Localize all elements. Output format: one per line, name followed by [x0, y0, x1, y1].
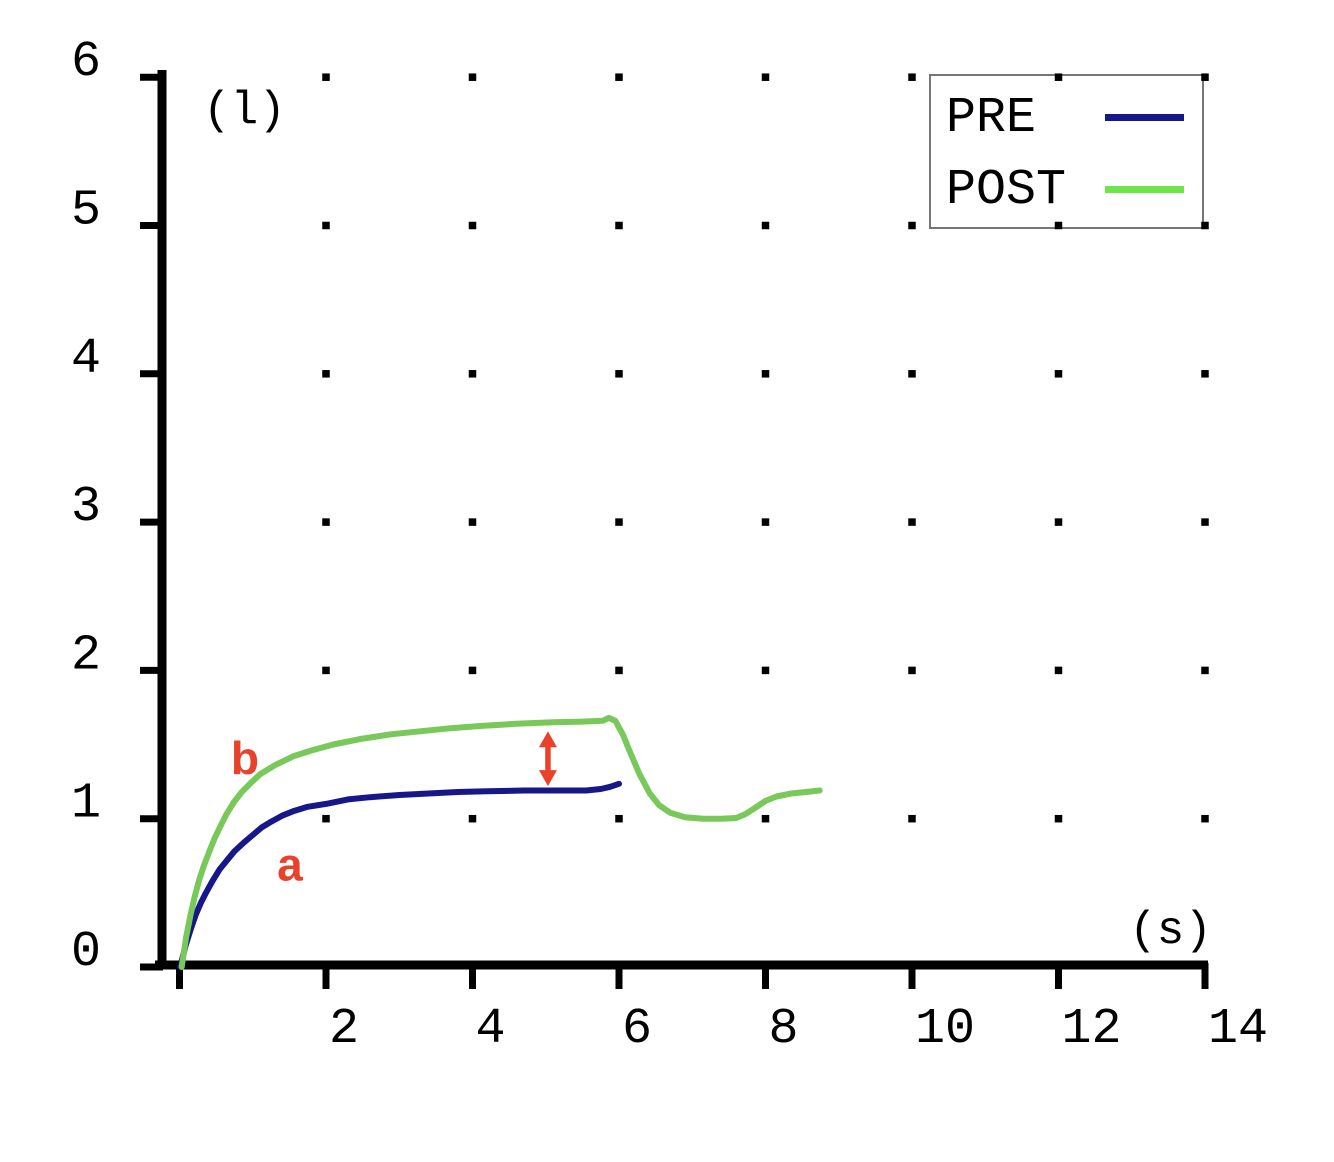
grid-dot — [468, 814, 477, 823]
x-tick-label: 14 — [1208, 1001, 1268, 1058]
grid-dot — [468, 370, 477, 378]
annotation-label-b: b — [231, 732, 259, 784]
grid-dot — [1201, 370, 1209, 378]
grid-dot — [908, 666, 916, 675]
x-tick-label: 6 — [622, 1001, 652, 1058]
grid-dot — [761, 814, 770, 823]
grid-dot — [908, 370, 916, 378]
legend-label-post: POST — [946, 162, 1066, 219]
difference-arrow-head-up — [538, 731, 557, 748]
y-tick-label: 3 — [71, 479, 101, 536]
legend-box — [929, 74, 1204, 229]
x-tick-label: 12 — [1062, 1001, 1122, 1058]
grid-dot — [908, 814, 916, 823]
grid-dot — [1054, 73, 1063, 81]
grid-dot — [1201, 518, 1209, 526]
x-axis-unit-label: (s) — [1129, 905, 1212, 957]
x-tick-label: 2 — [329, 1001, 359, 1058]
grid-dot — [322, 73, 330, 81]
legend-label-pre: PRE — [946, 90, 1036, 147]
y-tick-label: 0 — [71, 924, 101, 981]
grid-dot — [1054, 370, 1063, 378]
y-tick-label: 5 — [71, 183, 101, 240]
grid-dot — [761, 221, 770, 230]
grid-dot — [322, 221, 330, 230]
grid-dot — [615, 73, 623, 81]
x-tick-label: 8 — [769, 1001, 799, 1058]
grid-dot — [615, 518, 623, 526]
grid-dot — [1201, 814, 1209, 823]
grid-dot — [615, 814, 623, 823]
y-tick-label: 4 — [71, 331, 101, 388]
grid-dot — [322, 814, 330, 823]
grid-dot — [322, 666, 330, 675]
grid-dot — [468, 73, 477, 81]
y-axis-unit-label: (l) — [203, 85, 286, 137]
series-line-pre — [177, 780, 622, 970]
grid-dot — [1054, 666, 1063, 675]
grid-dot — [615, 221, 623, 230]
grid-dot — [468, 518, 477, 526]
grid-dot — [908, 73, 916, 81]
grid-dot — [615, 666, 623, 675]
x-tick-label: 4 — [476, 1001, 506, 1058]
grid-dot — [1201, 666, 1209, 675]
grid-dot — [1201, 221, 1209, 230]
x-tick-label: 10 — [915, 1001, 975, 1058]
grid-dot — [1054, 221, 1063, 230]
annotation-label-a: a — [277, 839, 303, 891]
y-tick-label: 2 — [71, 627, 101, 684]
grid-dot — [468, 666, 477, 675]
grid-dot — [1201, 73, 1209, 81]
grid-dot — [468, 221, 477, 230]
grid-dot — [761, 370, 770, 378]
grid-dot — [761, 666, 770, 675]
grid-dot — [1054, 518, 1063, 526]
difference-arrow-head-down — [538, 770, 557, 787]
grid-dot — [908, 518, 916, 526]
series-line-post — [178, 714, 823, 970]
grid-dot — [761, 73, 770, 81]
grid-dot — [1054, 814, 1063, 823]
grid-dot — [761, 518, 770, 526]
grid-dot — [322, 370, 330, 378]
y-tick-label: 1 — [71, 776, 101, 833]
grid-dot — [615, 370, 623, 378]
grid-dot — [908, 221, 916, 230]
y-tick-label: 6 — [71, 34, 101, 91]
grid-dot — [322, 518, 330, 526]
